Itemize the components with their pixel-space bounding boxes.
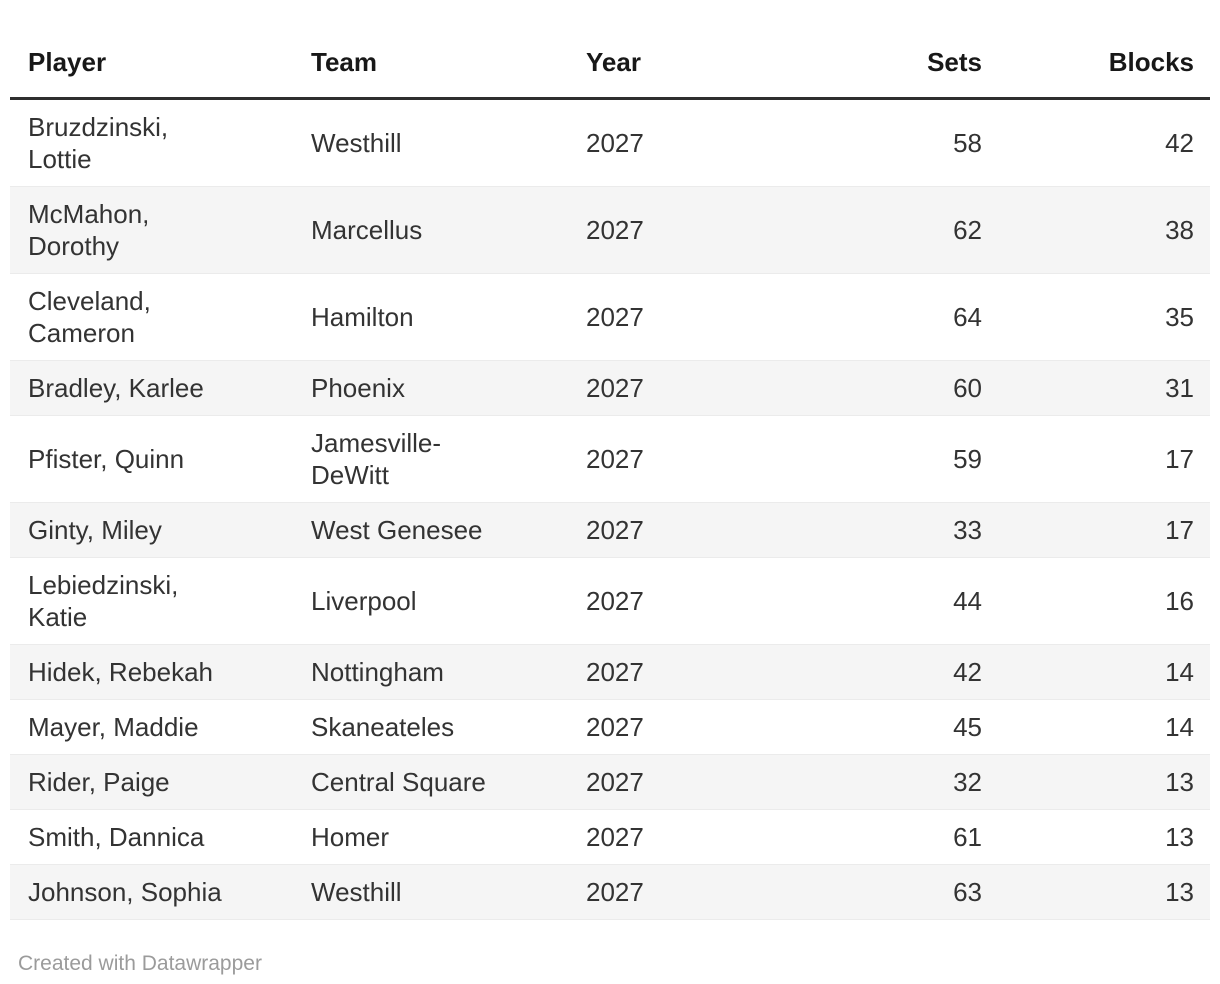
cell-sets: 44 <box>758 557 998 645</box>
cell-team: Nottingham <box>293 644 568 700</box>
cell-player: Hidek, Rebekah <box>10 644 293 700</box>
cell-player: McMahon, Dorothy <box>10 186 293 274</box>
header-row: Player Team Year Sets Blocks <box>10 40 1210 100</box>
col-header-player: Player <box>10 40 293 100</box>
cell-team: West Genesee <box>293 502 568 558</box>
cell-player: Rider, Paige <box>10 754 293 810</box>
cell-blocks: 13 <box>998 754 1210 810</box>
cell-team: Skaneateles <box>293 699 568 755</box>
col-header-blocks: Blocks <box>998 40 1210 100</box>
cell-year: 2027 <box>568 754 758 810</box>
cell-team: Phoenix <box>293 360 568 416</box>
cell-team: Hamilton <box>293 273 568 361</box>
cell-blocks: 31 <box>998 360 1210 416</box>
table-row: Lebiedzinski, Katie Liverpool 2027 44 16 <box>10 557 1210 645</box>
cell-team: Jamesville- DeWitt <box>293 415 568 503</box>
col-header-year: Year <box>568 40 758 100</box>
cell-year: 2027 <box>568 699 758 755</box>
cell-player: Ginty, Miley <box>10 502 293 558</box>
cell-year: 2027 <box>568 273 758 361</box>
cell-blocks: 14 <box>998 644 1210 700</box>
cell-year: 2027 <box>568 98 758 187</box>
table-row: Hidek, Rebekah Nottingham 2027 42 14 <box>10 644 1210 700</box>
cell-blocks: 16 <box>998 557 1210 645</box>
cell-blocks: 14 <box>998 699 1210 755</box>
cell-player: Smith, Dannica <box>10 809 293 865</box>
cell-blocks: 13 <box>998 809 1210 865</box>
cell-sets: 32 <box>758 754 998 810</box>
cell-sets: 59 <box>758 415 998 503</box>
cell-blocks: 38 <box>998 186 1210 274</box>
cell-year: 2027 <box>568 809 758 865</box>
datawrapper-credit-link[interactable]: Created with Datawrapper <box>18 952 262 975</box>
cell-year: 2027 <box>568 557 758 645</box>
cell-team: Westhill <box>293 98 568 187</box>
cell-year: 2027 <box>568 644 758 700</box>
cell-blocks: 13 <box>998 864 1210 920</box>
table-row: Bradley, Karlee Phoenix 2027 60 31 <box>10 360 1210 416</box>
table-body: Bruzdzinski, Lottie Westhill 2027 58 42 … <box>10 98 1210 920</box>
cell-year: 2027 <box>568 360 758 416</box>
cell-blocks: 42 <box>998 98 1210 187</box>
cell-player: Johnson, Sophia <box>10 864 293 920</box>
table-row: Johnson, Sophia Westhill 2027 63 13 <box>10 864 1210 920</box>
cell-year: 2027 <box>568 864 758 920</box>
cell-sets: 42 <box>758 644 998 700</box>
table-row: McMahon, Dorothy Marcellus 2027 62 38 <box>10 186 1210 274</box>
cell-sets: 60 <box>758 360 998 416</box>
cell-player: Lebiedzinski, Katie <box>10 557 293 645</box>
table-row: Rider, Paige Central Square 2027 32 13 <box>10 754 1210 810</box>
cell-sets: 64 <box>758 273 998 361</box>
table-row: Mayer, Maddie Skaneateles 2027 45 14 <box>10 699 1210 755</box>
cell-sets: 33 <box>758 502 998 558</box>
cell-player: Bradley, Karlee <box>10 360 293 416</box>
cell-blocks: 35 <box>998 273 1210 361</box>
table-row: Ginty, Miley West Genesee 2027 33 17 <box>10 502 1210 558</box>
cell-team: Marcellus <box>293 186 568 274</box>
table-row: Bruzdzinski, Lottie Westhill 2027 58 42 <box>10 98 1210 187</box>
cell-year: 2027 <box>568 502 758 558</box>
cell-player: Cleveland, Cameron <box>10 273 293 361</box>
table-row: Cleveland, Cameron Hamilton 2027 64 35 <box>10 273 1210 361</box>
cell-year: 2027 <box>568 415 758 503</box>
cell-team: Homer <box>293 809 568 865</box>
cell-sets: 62 <box>758 186 998 274</box>
cell-blocks: 17 <box>998 415 1210 503</box>
cell-blocks: 17 <box>998 502 1210 558</box>
table-header: Player Team Year Sets Blocks <box>10 40 1210 100</box>
cell-team: Liverpool <box>293 557 568 645</box>
cell-sets: 58 <box>758 98 998 187</box>
cell-player: Mayer, Maddie <box>10 699 293 755</box>
table-row: Pfister, Quinn Jamesville- DeWitt 2027 5… <box>10 415 1210 503</box>
cell-team: Central Square <box>293 754 568 810</box>
cell-player: Bruzdzinski, Lottie <box>10 98 293 187</box>
cell-sets: 45 <box>758 699 998 755</box>
cell-sets: 61 <box>758 809 998 865</box>
table-row: Smith, Dannica Homer 2027 61 13 <box>10 809 1210 865</box>
col-header-sets: Sets <box>758 40 998 100</box>
cell-player: Pfister, Quinn <box>10 415 293 503</box>
cell-year: 2027 <box>568 186 758 274</box>
col-header-team: Team <box>293 40 568 100</box>
player-stats-table: Player Team Year Sets Blocks Bruzdzinski… <box>10 40 1210 920</box>
cell-team: Westhill <box>293 864 568 920</box>
cell-sets: 63 <box>758 864 998 920</box>
